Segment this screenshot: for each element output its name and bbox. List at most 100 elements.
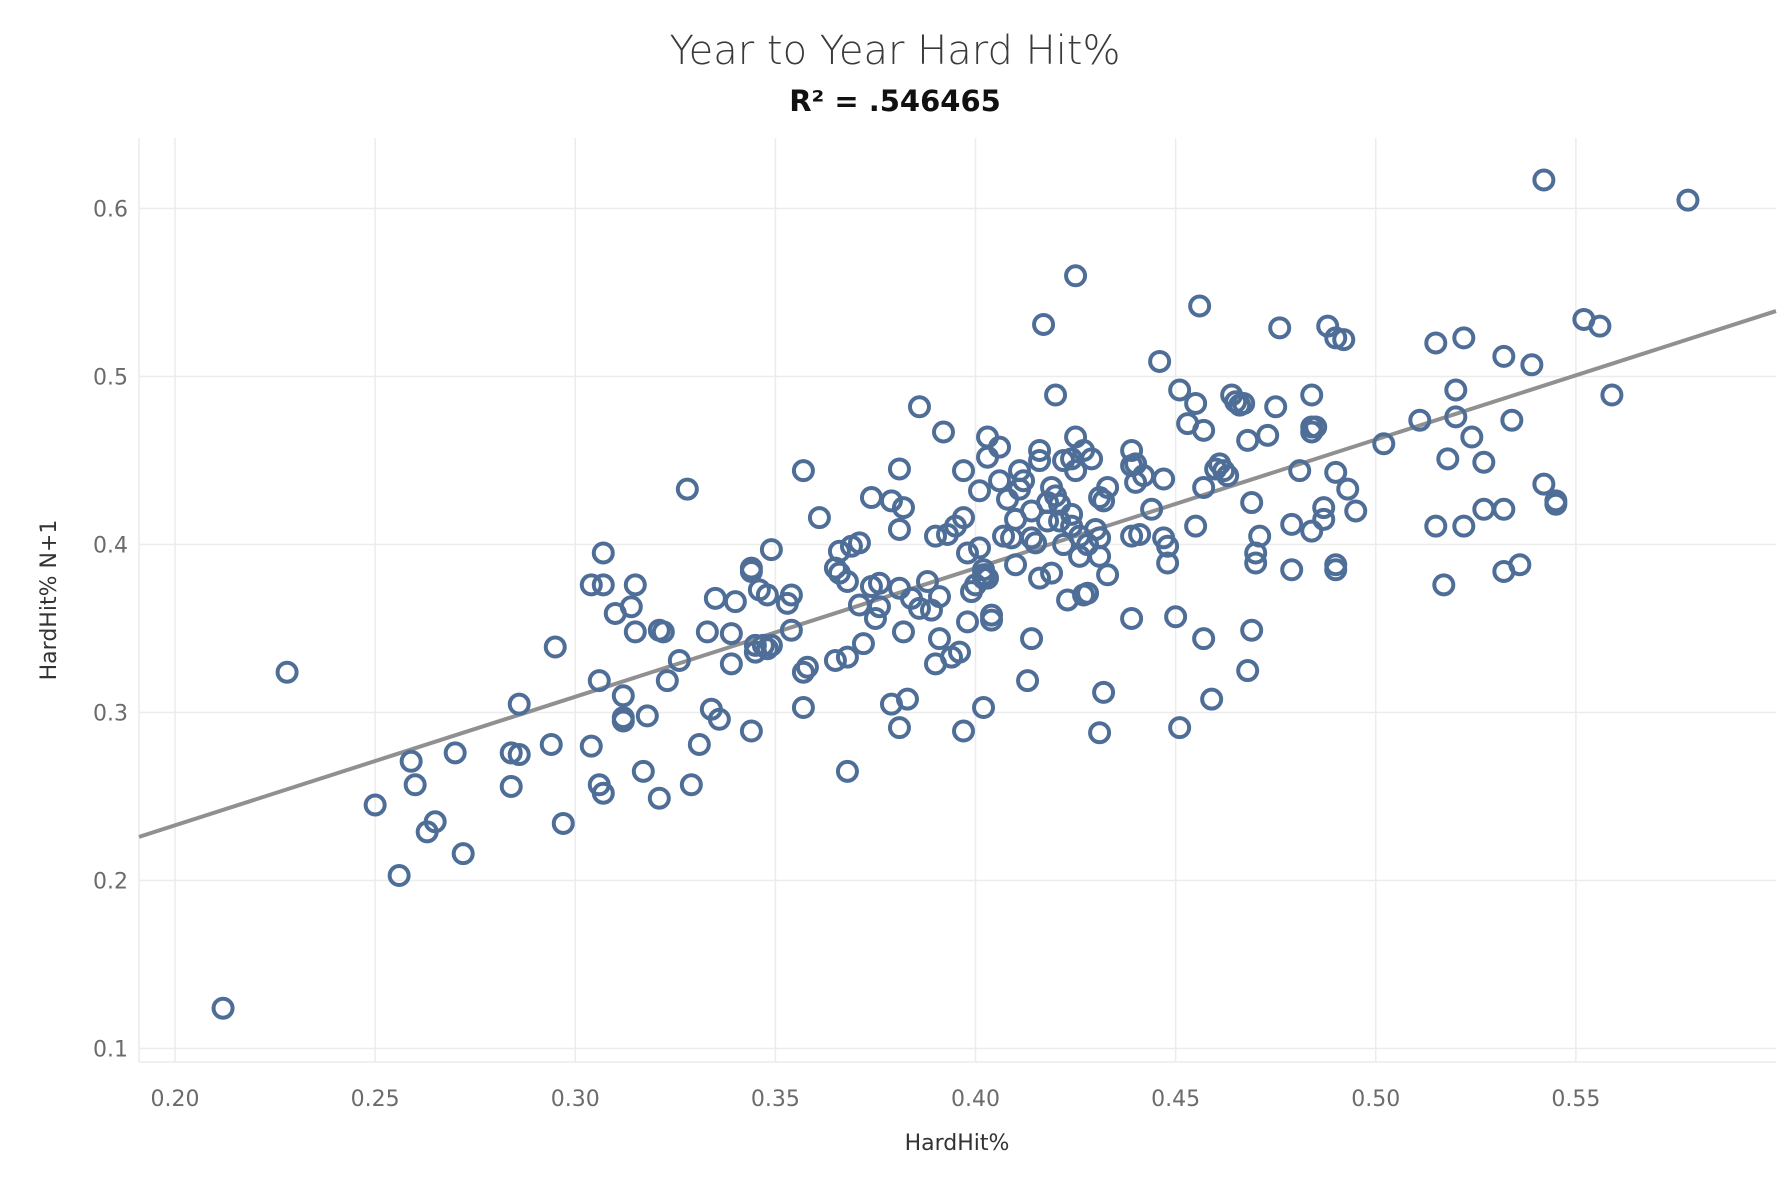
data-point <box>863 606 887 630</box>
y-tick-label: 0.3 <box>93 702 128 727</box>
data-point <box>1064 264 1088 288</box>
data-point <box>211 996 235 1020</box>
data-point <box>363 793 387 817</box>
data-point <box>723 590 747 614</box>
data-point <box>1288 459 1312 483</box>
data-point <box>867 595 891 619</box>
data-point <box>719 622 743 646</box>
data-point <box>1300 420 1324 444</box>
data-point <box>1020 627 1044 651</box>
y-tick-label: 0.2 <box>93 870 128 895</box>
data-points <box>211 168 1700 1020</box>
data-point <box>543 635 567 659</box>
data-point <box>507 692 531 716</box>
data-point <box>1216 464 1240 488</box>
data-point <box>887 716 911 740</box>
data-point <box>1152 467 1176 491</box>
data-point <box>1096 563 1120 587</box>
data-point <box>1424 331 1448 355</box>
data-point <box>1244 551 1268 575</box>
x-tick-label: 0.45 <box>1151 1087 1200 1112</box>
data-point <box>956 610 980 634</box>
data-point <box>1040 561 1064 585</box>
data-point <box>827 539 851 563</box>
data-point <box>1472 450 1496 474</box>
data-point <box>1312 496 1336 520</box>
data-point <box>1140 497 1164 521</box>
data-point <box>1192 418 1216 442</box>
trend-line-group <box>138 309 1777 839</box>
data-point <box>1212 459 1236 483</box>
data-point <box>759 633 783 657</box>
data-point <box>1432 573 1456 597</box>
data-point <box>1300 519 1324 543</box>
data-point <box>879 489 903 513</box>
y-tick-label: 0.1 <box>93 1038 128 1063</box>
data-point <box>591 573 615 597</box>
data-point <box>1076 581 1100 605</box>
data-point <box>551 811 575 835</box>
x-tick-label: 0.20 <box>151 1087 200 1112</box>
data-point <box>927 627 951 651</box>
data-point <box>1544 489 1568 513</box>
data-point <box>791 696 815 720</box>
data-point <box>755 583 779 607</box>
data-point <box>451 842 475 866</box>
data-point <box>807 506 831 530</box>
data-point <box>751 633 775 657</box>
data-point <box>1324 553 1348 577</box>
data-point <box>952 719 976 743</box>
data-point <box>655 669 679 693</box>
data-point <box>1028 449 1052 473</box>
chart-subtitle: R² = .546465 <box>789 84 1001 118</box>
data-point <box>579 734 603 758</box>
data-point <box>1036 509 1060 533</box>
data-point <box>719 652 743 676</box>
data-point <box>1300 383 1324 407</box>
x-tick-label: 0.25 <box>351 1087 400 1112</box>
data-point <box>1092 489 1116 513</box>
data-point <box>1080 447 1104 471</box>
data-point <box>1600 383 1624 407</box>
data-point <box>779 618 803 642</box>
data-point <box>1032 312 1056 336</box>
data-point <box>1264 395 1288 419</box>
data-point <box>619 595 643 619</box>
data-point <box>631 759 655 783</box>
data-point <box>399 749 423 773</box>
data-point <box>507 743 531 767</box>
data-point <box>647 786 671 810</box>
data-point <box>1096 475 1120 499</box>
data-point <box>1492 344 1516 368</box>
data-point <box>579 573 603 597</box>
data-point <box>988 435 1012 459</box>
data-point <box>1256 423 1280 447</box>
data-point <box>1012 469 1036 493</box>
data-point <box>687 732 711 756</box>
data-point <box>1156 534 1180 558</box>
data-point <box>907 395 931 419</box>
x-tick-label: 0.40 <box>951 1087 1000 1112</box>
data-point <box>851 632 875 656</box>
data-point <box>1168 378 1192 402</box>
data-point <box>1508 553 1532 577</box>
data-point <box>907 596 931 620</box>
data-point <box>1520 353 1544 377</box>
data-point <box>1156 551 1180 575</box>
data-point <box>1060 502 1084 526</box>
data-point <box>1168 716 1192 740</box>
data-point <box>1088 544 1112 568</box>
data-point <box>623 620 647 644</box>
data-point <box>835 759 859 783</box>
data-point <box>739 559 763 583</box>
data-point <box>755 637 779 661</box>
data-point <box>1532 168 1556 192</box>
data-point <box>423 810 447 834</box>
data-point <box>1336 477 1360 501</box>
data-point <box>1452 514 1476 538</box>
data-point <box>847 531 871 555</box>
data-point <box>1268 316 1292 340</box>
data-point <box>1184 391 1208 415</box>
data-point <box>651 620 675 644</box>
data-point <box>931 420 955 444</box>
